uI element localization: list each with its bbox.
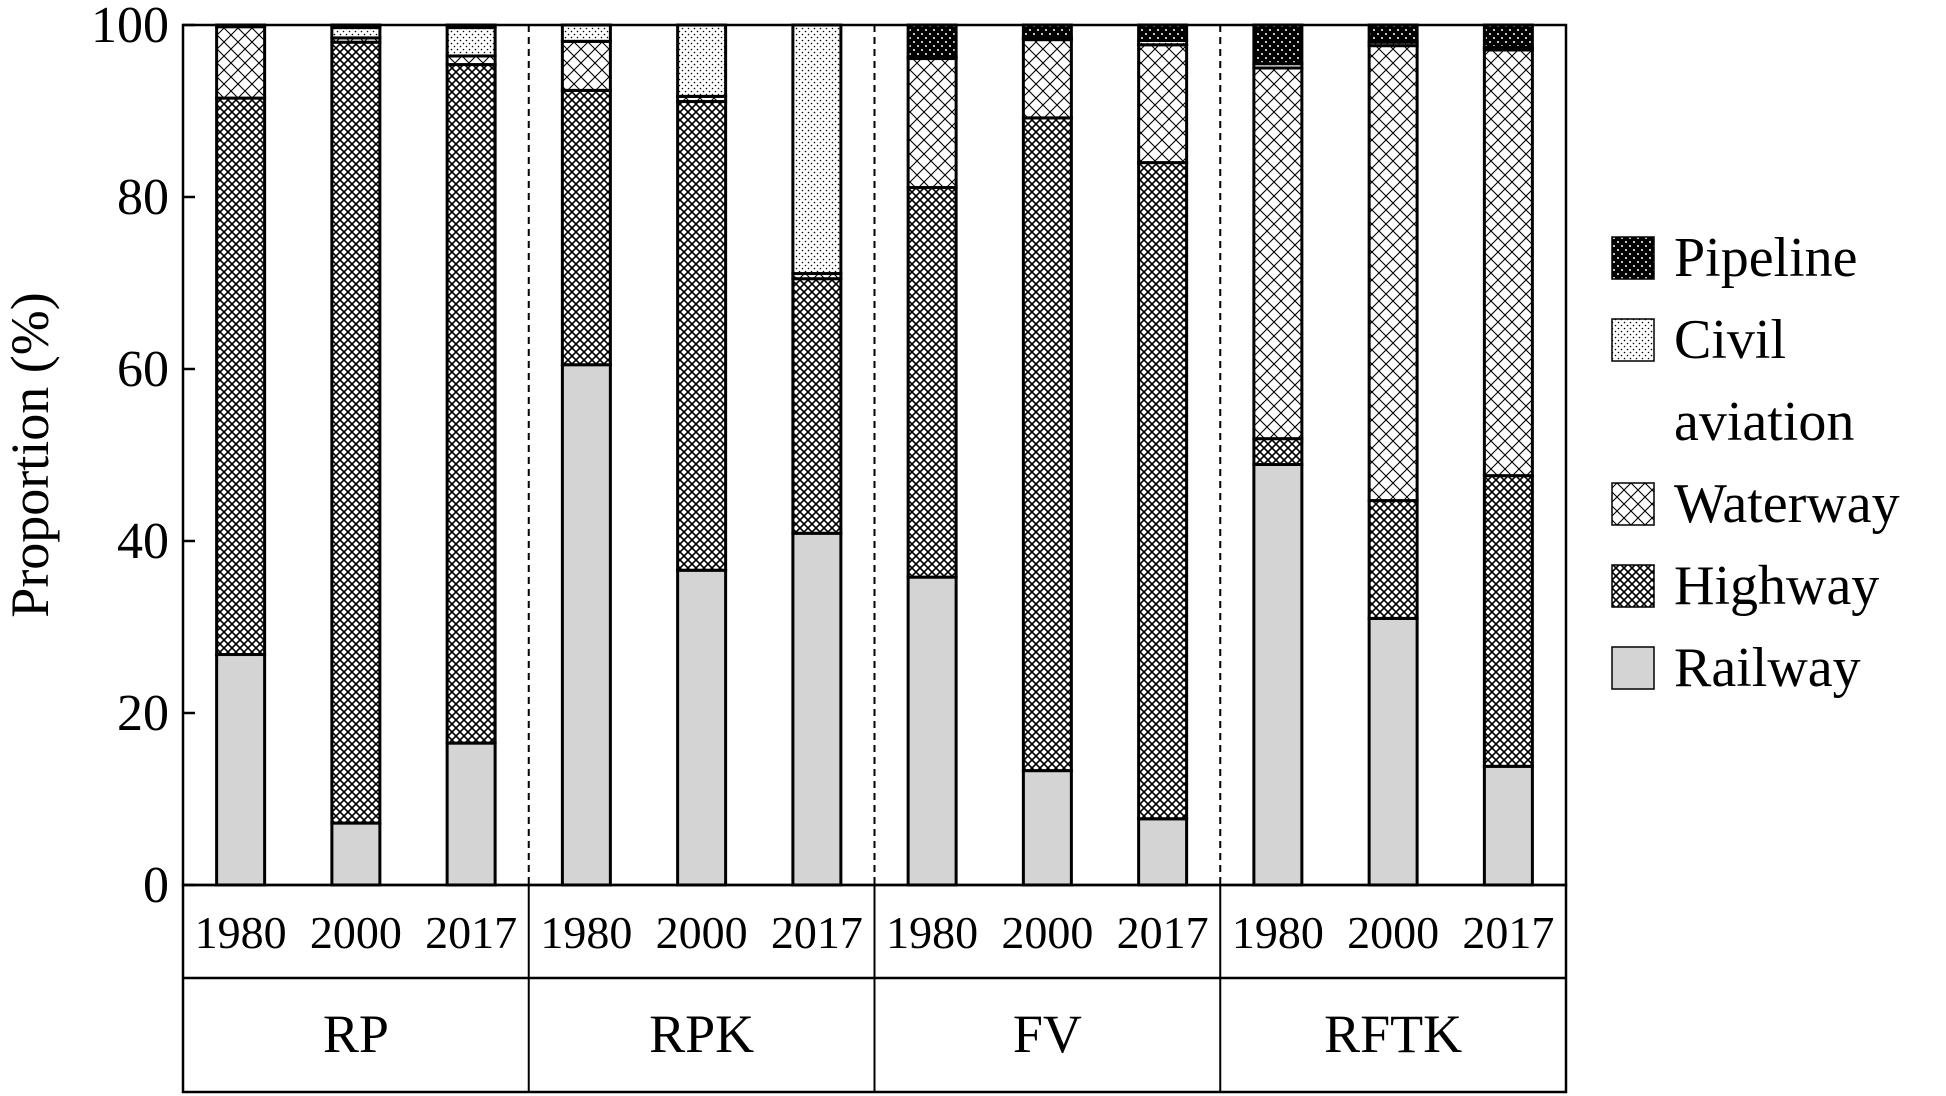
bar-segment-highway-rp-1980 [215, 96, 267, 657]
bar-segment-railway-rpk-2000 [676, 568, 728, 887]
group-label-fv: FV [1013, 1004, 1082, 1064]
x-tick-label-rp-1980: 1980 [195, 907, 287, 958]
bar-segment-highway-rp-2017 [445, 63, 497, 745]
bar-segment-railway-rpk-1980 [560, 363, 612, 887]
legend-swatch-waterway [1611, 482, 1655, 526]
bar-segment-civil-rpk-1980 [560, 23, 612, 43]
bar-segment-highway-rpk-1980 [560, 88, 612, 367]
bar-segment-waterway-fv-1980 [906, 57, 958, 190]
bar-segment-waterway-rftk-2017 [1482, 48, 1534, 478]
bar-segment-railway-rftk-2017 [1482, 764, 1534, 887]
x-tick-label-rpk-2017: 2017 [771, 907, 863, 958]
y-axis-label: Proportion (%) [0, 292, 60, 617]
bar-segment-highway-fv-2000 [1021, 116, 1073, 773]
bar-segment-pipeline-fv-1980 [906, 23, 958, 59]
plot-area [215, 23, 1534, 887]
y-tick-label-60: 60 [117, 341, 169, 398]
label-table-frame [181, 883, 1568, 1094]
bar-segment-railway-rftk-1980 [1252, 462, 1304, 887]
x-tick-label-rp-2000: 2000 [310, 907, 402, 958]
bar-segment-waterway-rftk-2000 [1367, 44, 1419, 503]
bar-segment-waterway-fv-2017 [1137, 43, 1189, 165]
bar-segment-railway-rp-1980 [215, 653, 267, 887]
bar-segment-waterway-rpk-1980 [560, 39, 612, 92]
x-tick-label-fv-2017: 2017 [1117, 907, 1209, 958]
legend-swatch-highway [1611, 564, 1655, 608]
legend-swatch-railway [1611, 646, 1655, 690]
legend-swatch-civil [1611, 318, 1655, 362]
bar-segment-waterway-fv-2000 [1021, 38, 1073, 120]
bar-segment-pipeline-fv-2000 [1021, 23, 1073, 40]
y-tick-label-80: 80 [117, 169, 169, 226]
bar-segment-civil-rpk-2017 [791, 23, 843, 276]
bar-segment-civil-rp-2017 [445, 26, 497, 58]
bar-segment-railway-rftk-2000 [1367, 616, 1419, 887]
legend-label-civil: Civil aviation [1674, 309, 1854, 453]
legend-label-railway: Railway [1674, 637, 1861, 699]
bar-segment-highway-rpk-2000 [676, 100, 728, 572]
bar-segment-highway-rp-2000 [330, 40, 382, 825]
group-label-rp: RP [323, 1004, 389, 1064]
bar-segment-railway-rp-2017 [445, 741, 497, 887]
legend-label-pipeline: Pipeline [1674, 227, 1858, 289]
x-tick-label-fv-2000: 2000 [1001, 907, 1093, 958]
axes: 0 20 40 60 80 100 Proportion (%) [0, 0, 1568, 1094]
y-tick-label-20: 20 [117, 685, 169, 742]
bar-segment-pipeline-rftk-2000 [1367, 23, 1419, 44]
bar-segment-highway-rftk-1980 [1252, 437, 1304, 466]
x-tick-label-rftk-2017: 2017 [1462, 907, 1554, 958]
y-tick-label-100: 100 [91, 0, 169, 54]
group-label-rpk: RPK [649, 1004, 754, 1064]
legend-label-waterway: Waterway [1674, 473, 1900, 535]
legend: Pipeline Civil aviation Waterway Highway Rail… [1611, 227, 1900, 699]
bar-segment-civil-rpk-2000 [676, 23, 728, 98]
bar-segment-railway-rpk-2017 [791, 531, 843, 887]
bar-segment-pipeline-rftk-1980 [1252, 23, 1304, 66]
bar-segment-highway-rpk-2017 [791, 277, 843, 535]
bar-segment-highway-fv-1980 [906, 186, 958, 579]
x-tick-label-rpk-1980: 1980 [540, 907, 632, 958]
bar-segment-railway-rp-2000 [330, 821, 382, 887]
legend-label-highway: Highway [1674, 555, 1879, 617]
bar-segment-waterway-rftk-1980 [1252, 66, 1304, 441]
legend-swatch-pipeline [1611, 236, 1655, 280]
x-tick-label-rftk-2000: 2000 [1347, 907, 1439, 958]
plot-frame [181, 23, 1568, 887]
bar-segment-waterway-rp-1980 [215, 25, 267, 100]
category-labels: 1980 2000 2017 RP 1980 2000 2017 RPK 1980 2000 201… [195, 907, 1555, 1064]
x-tick-label-rpk-2000: 2000 [656, 907, 748, 958]
x-tick-label-fv-1980: 1980 [886, 907, 978, 958]
bar-segment-civil-rp-2000 [330, 26, 382, 40]
bar-segment-highway-fv-2017 [1137, 161, 1189, 821]
x-tick-label-rftk-1980: 1980 [1232, 907, 1324, 958]
bar-segment-railway-fv-1980 [906, 575, 958, 887]
y-tick-label-40: 40 [117, 513, 169, 570]
bar-segment-railway-fv-2017 [1137, 817, 1189, 887]
bar-segment-pipeline-fv-2017 [1137, 23, 1189, 42]
bar-segment-pipeline-rftk-2017 [1482, 23, 1534, 49]
x-tick-label-rp-2017: 2017 [425, 907, 517, 958]
bar-segment-railway-fv-2000 [1021, 769, 1073, 887]
y-tick-label-0: 0 [143, 857, 169, 914]
group-label-rftk: RFTK [1324, 1004, 1462, 1064]
bar-segment-highway-rftk-2017 [1482, 474, 1534, 768]
bar-segment-highway-rftk-2000 [1367, 499, 1419, 620]
